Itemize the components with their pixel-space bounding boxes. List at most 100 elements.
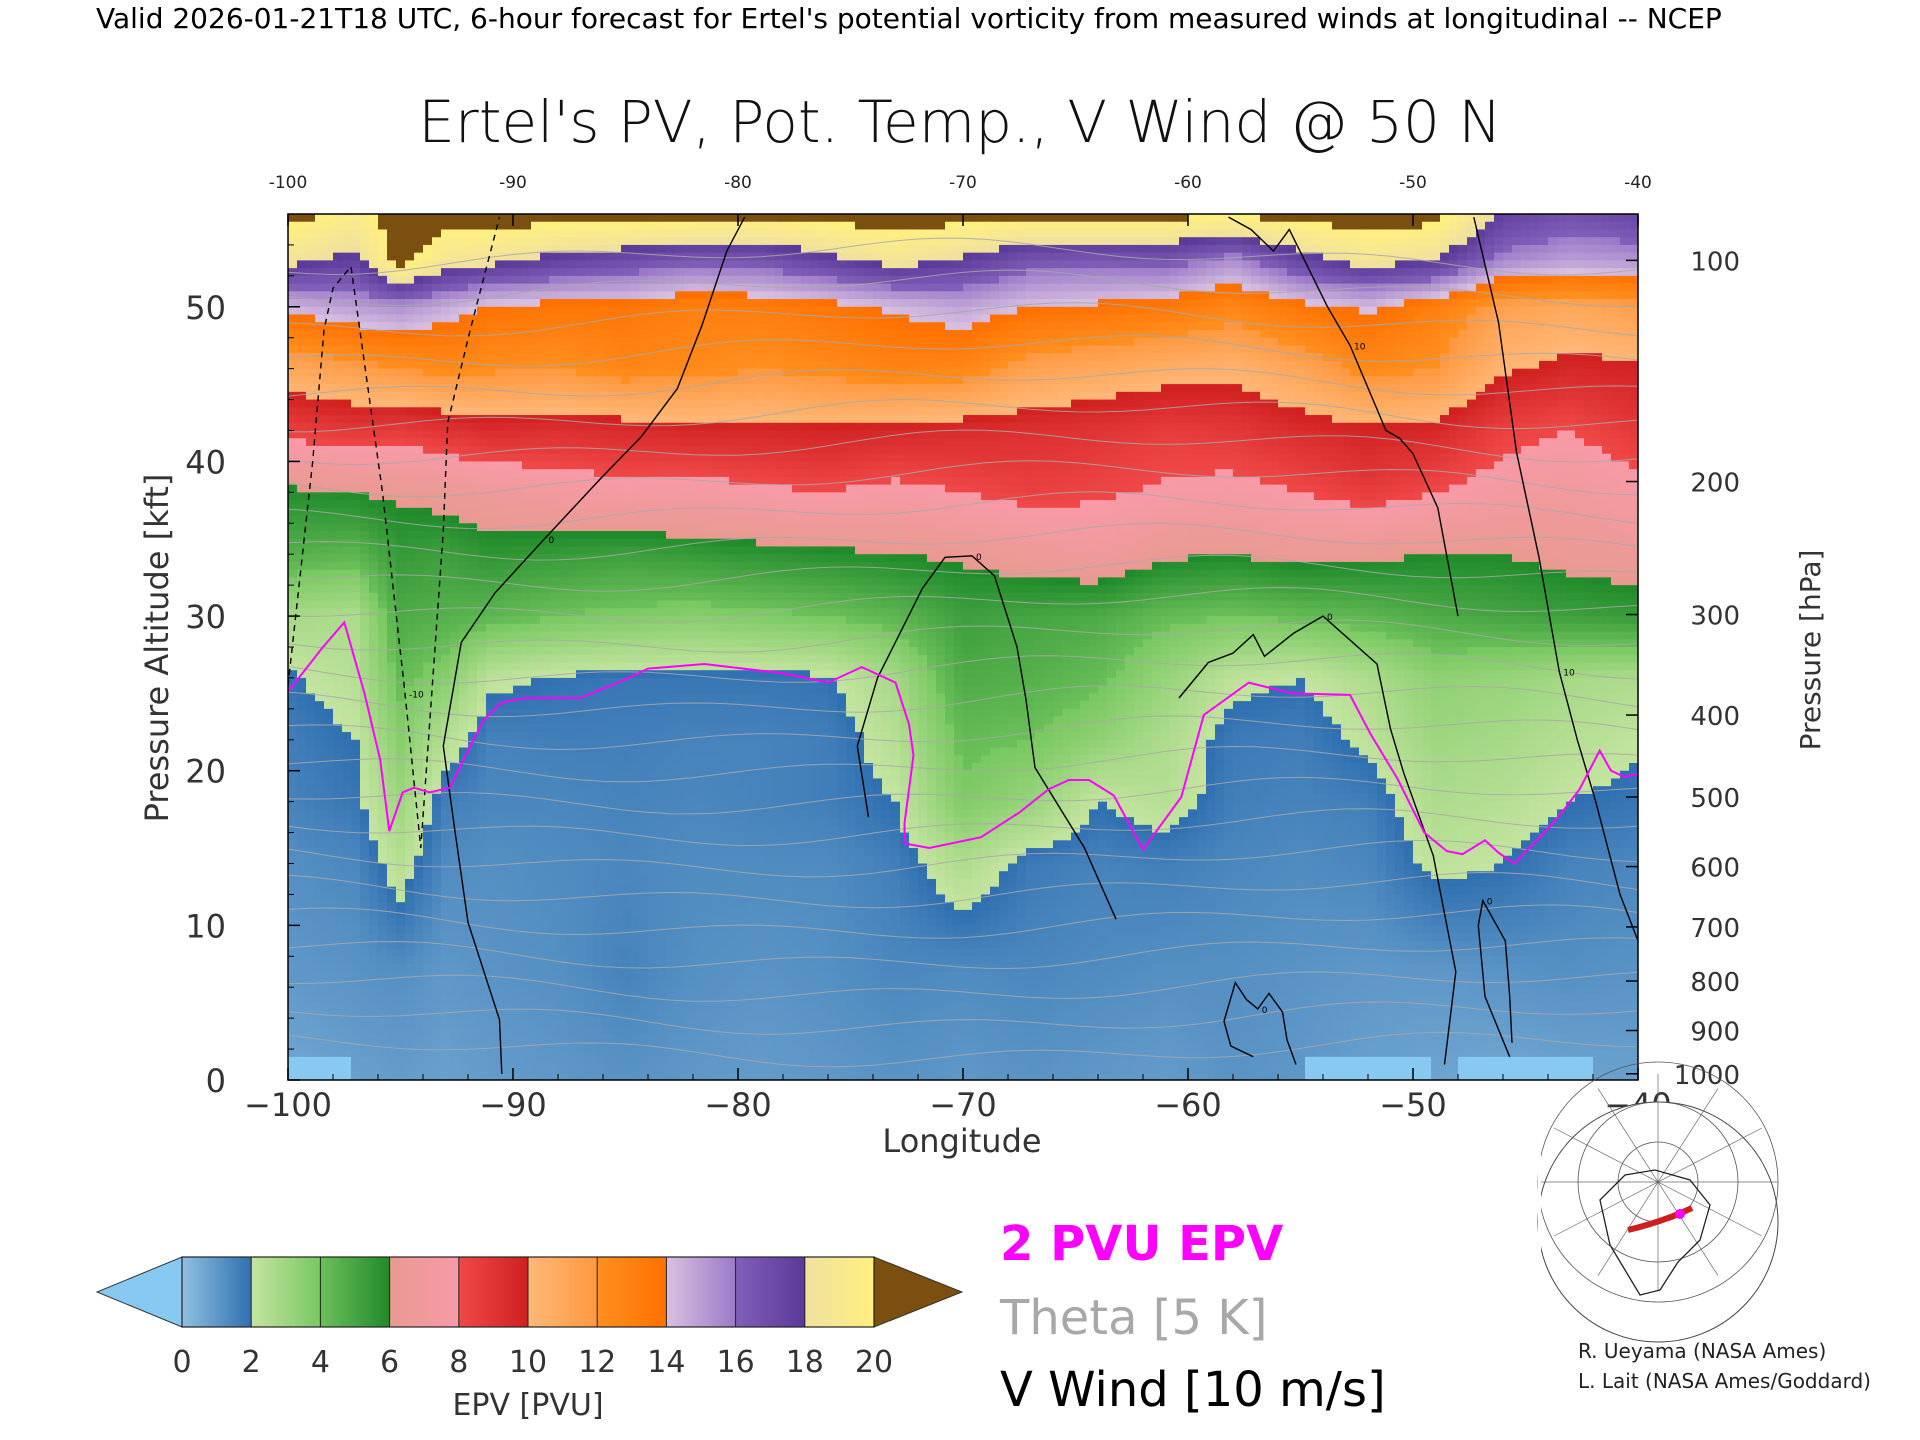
heatmap-cell xyxy=(1080,376,1090,385)
heatmap-cell xyxy=(1485,391,1495,401)
heatmap-cell xyxy=(1125,353,1135,362)
heatmap-cell xyxy=(1404,291,1414,300)
heatmap-cell xyxy=(1314,268,1324,277)
heatmap-cell xyxy=(1314,445,1324,455)
heatmap-cell xyxy=(1404,329,1414,339)
heatmap-cell xyxy=(1476,291,1486,300)
heatmap-cell xyxy=(1521,353,1531,362)
heatmap-cell xyxy=(1224,329,1234,339)
heatmap-cell xyxy=(729,260,739,269)
heatmap-cell xyxy=(1575,268,1585,277)
heatmap-cell xyxy=(477,469,487,478)
heatmap-cell xyxy=(1494,453,1504,463)
heatmap-cell xyxy=(675,299,685,308)
heatmap-cell xyxy=(486,237,496,246)
pv-heatmap xyxy=(288,214,1638,1080)
heatmap-cell xyxy=(720,453,730,463)
heatmap-cell xyxy=(1548,461,1558,470)
heatmap-cell xyxy=(891,445,901,455)
heatmap-cell xyxy=(1539,314,1549,323)
heatmap-cell xyxy=(810,314,820,323)
heatmap-cell xyxy=(666,283,676,292)
heatmap-cell xyxy=(1629,337,1638,347)
heatmap-cell xyxy=(531,445,541,455)
heatmap-cell xyxy=(1620,399,1630,408)
heatmap-cell xyxy=(1197,291,1207,300)
heatmap-cell xyxy=(927,337,937,347)
heatmap-cell xyxy=(1485,461,1495,470)
heatmap-cell xyxy=(1305,407,1315,416)
heatmap-cell xyxy=(837,260,847,269)
heatmap-cell xyxy=(432,306,442,316)
heatmap-cell xyxy=(720,415,730,424)
heatmap-cell xyxy=(954,268,964,277)
heatmap-cell xyxy=(1368,368,1378,377)
heatmap-cell xyxy=(657,415,667,424)
heatmap-cell xyxy=(1269,461,1279,470)
heatmap-cell xyxy=(1269,422,1279,432)
heatmap-cell xyxy=(1251,329,1261,339)
heatmap-cell xyxy=(1521,461,1531,470)
heatmap-cell xyxy=(792,268,802,277)
heatmap-cell xyxy=(423,376,433,385)
heatmap-cell xyxy=(1602,299,1612,308)
heatmap-cell xyxy=(738,345,748,354)
heatmap-cell xyxy=(1431,415,1441,424)
heatmap-cell xyxy=(1359,329,1369,339)
heatmap-cell xyxy=(1206,376,1216,385)
heatmap-cell xyxy=(1188,221,1198,231)
heatmap-cell xyxy=(1566,337,1576,347)
heatmap-cell xyxy=(918,329,928,339)
heatmap-cell xyxy=(621,384,631,393)
heatmap-cell xyxy=(423,407,433,416)
heatmap-cell xyxy=(693,453,703,463)
heatmap-cell xyxy=(1386,353,1396,362)
heatmap-cell xyxy=(891,244,901,254)
heatmap-cell xyxy=(1215,453,1225,463)
heatmap-cell xyxy=(1377,329,1387,339)
heatmap-cell xyxy=(1377,353,1387,362)
heatmap-cell xyxy=(783,368,793,377)
heatmap-cell xyxy=(1161,275,1171,285)
heatmap-cell xyxy=(954,407,964,416)
heatmap-cell xyxy=(1296,438,1306,447)
heatmap-cell xyxy=(1251,299,1261,308)
heatmap-cell xyxy=(1170,229,1180,238)
heatmap-cell xyxy=(1134,237,1144,246)
heatmap-cell xyxy=(918,337,928,347)
heatmap-cell xyxy=(1017,244,1027,254)
heatmap-cell xyxy=(1557,345,1567,354)
heatmap-cell xyxy=(999,445,1009,455)
heatmap-cell xyxy=(882,453,892,463)
heatmap-cell xyxy=(1584,275,1594,285)
heatmap-cell xyxy=(639,314,649,323)
heatmap-cell xyxy=(864,337,874,347)
heatmap-cell xyxy=(1440,438,1450,447)
heatmap-cell xyxy=(423,268,433,277)
heatmap-cell xyxy=(1116,275,1126,285)
heatmap-cell xyxy=(306,291,316,300)
heatmap-cell xyxy=(936,214,946,223)
heatmap-cell xyxy=(495,399,505,408)
heatmap-cell xyxy=(288,337,298,347)
heatmap-cell xyxy=(1386,399,1396,408)
heatmap-cell xyxy=(1449,314,1459,323)
heatmap-cell xyxy=(873,322,883,331)
heatmap-cell xyxy=(891,268,901,277)
heatmap-cell xyxy=(738,252,748,261)
heatmap-cell xyxy=(1089,322,1099,331)
heatmap-cell xyxy=(558,415,568,424)
heatmap-cell xyxy=(1494,430,1504,439)
heatmap-cell xyxy=(1593,438,1603,447)
heatmap-cell xyxy=(1080,291,1090,300)
heatmap-cell xyxy=(576,322,586,331)
heatmap-cell xyxy=(954,275,964,285)
heatmap-cell xyxy=(1530,221,1540,231)
heatmap-cell xyxy=(684,422,694,432)
heatmap-cell xyxy=(639,399,649,408)
heatmap-cell xyxy=(675,260,685,269)
heatmap-cell xyxy=(864,399,874,408)
heatmap-cell xyxy=(1323,445,1333,455)
heatmap-cell xyxy=(315,314,325,323)
heatmap-cell xyxy=(819,283,829,292)
